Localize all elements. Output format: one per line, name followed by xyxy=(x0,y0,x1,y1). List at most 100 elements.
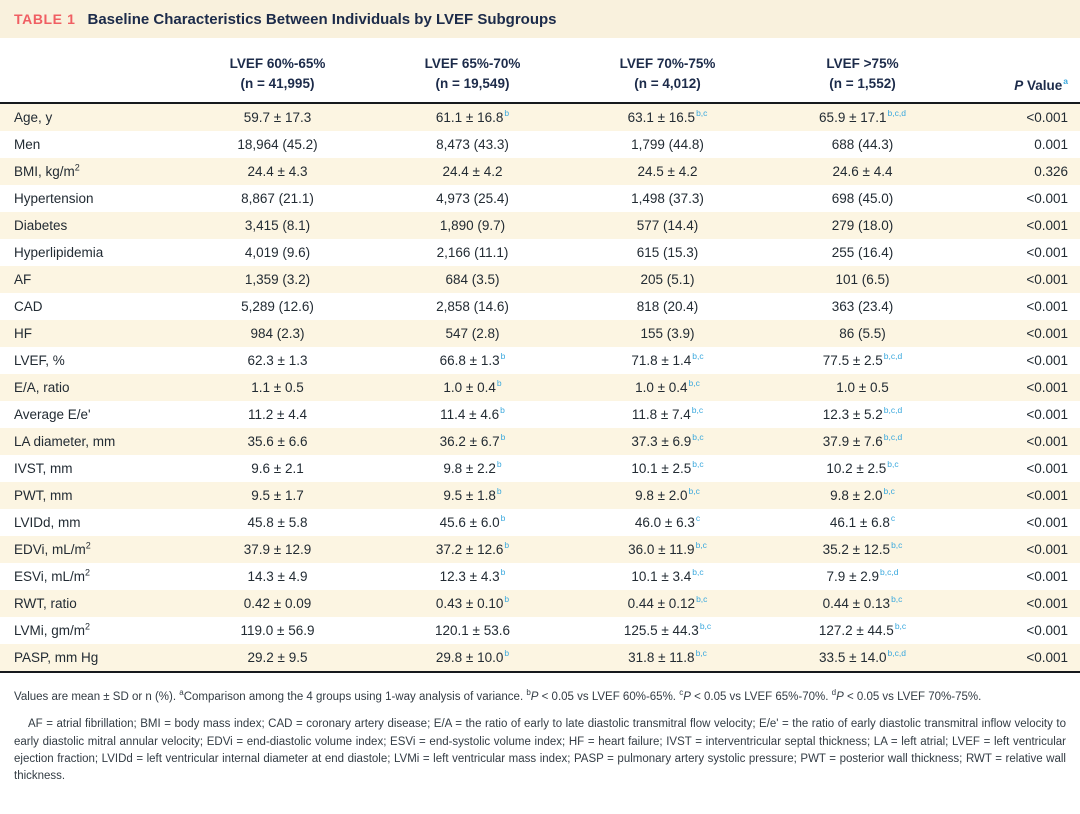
value-cell: 12.3 ± 4.3b xyxy=(439,566,506,585)
p-value-cell: <0.001 xyxy=(1026,326,1068,342)
p-value-cell: 0.326 xyxy=(1034,164,1068,180)
row-label: RWT, ratio xyxy=(14,596,77,612)
table-row: RWT, ratio 0.42 ± 0.09 0.43 ± 0.10b 0.44 ± … xyxy=(0,590,1080,618)
value-cell: 29.8 ± 10.0b xyxy=(435,647,510,666)
value-cell: 698 (45.0) xyxy=(831,191,894,207)
row-label: Average E/e' xyxy=(14,407,91,423)
value-cell: 77.5 ± 2.5b,c,d xyxy=(822,350,903,369)
table-row: LVEF, % 62.3 ± 1.3 66.8 ± 1.3b 71.8 ± 1.4b,… xyxy=(0,347,1080,375)
value-cell: 5,289 (12.6) xyxy=(241,299,314,315)
row-label: BMI, kg/m2 xyxy=(14,162,80,180)
value-cell: 18,964 (45.2) xyxy=(237,137,318,153)
table-1-panel: TABLE 1 Baseline Characteristics Between… xyxy=(0,0,1080,783)
value-cell: 8,473 (43.3) xyxy=(436,137,509,153)
value-cell: 818 (20.4) xyxy=(636,299,699,315)
value-cell: 0.42 ± 0.09 xyxy=(243,596,312,612)
p-value-cell: <0.001 xyxy=(1026,353,1068,369)
significance-superscript: b,c xyxy=(883,485,895,496)
p-value-cell: <0.001 xyxy=(1026,596,1068,612)
unit-superscript: 2 xyxy=(85,540,91,551)
table-row: LVIDd, mm 45.8 ± 5.8 45.6 ± 6.0b 46.0 ± 6.3… xyxy=(0,509,1080,537)
table-row: Average E/e' 11.2 ± 4.4 11.4 ± 4.6b 11.8 ± … xyxy=(0,401,1080,429)
value-cell: 36.0 ± 11.9b,c xyxy=(628,539,707,558)
value-cell: 66.8 ± 1.3b xyxy=(439,350,506,369)
significance-superscript: b xyxy=(500,512,506,523)
value-cell: 9.5 ± 1.8b xyxy=(443,485,502,504)
p-value-cell: <0.001 xyxy=(1026,650,1068,666)
significance-superscript: b xyxy=(500,350,506,361)
value-cell: 37.9 ± 7.6b,c,d xyxy=(822,431,903,450)
value-cell: 1,498 (37.3) xyxy=(631,191,704,207)
significance-superscript: c xyxy=(890,512,896,523)
value-cell: 1.0 ± 0.5 xyxy=(836,380,889,396)
significance-superscript: b xyxy=(504,107,510,118)
value-cell: 363 (23.4) xyxy=(831,299,894,315)
row-label: EDVi, mL/m2 xyxy=(14,540,91,558)
value-cell: 0.44 ± 0.13b,c xyxy=(822,593,903,612)
significance-superscript: b,c,d xyxy=(883,431,903,442)
value-cell: 63.1 ± 16.5b,c xyxy=(627,107,708,126)
value-cell: 2,166 (11.1) xyxy=(436,245,509,261)
p-value-cell: <0.001 xyxy=(1026,245,1068,261)
p-value-cell: <0.001 xyxy=(1026,191,1068,207)
significance-superscript: b,c xyxy=(692,566,704,577)
significance-superscript: b xyxy=(496,485,502,496)
value-cell: 59.7 ± 17.3 xyxy=(243,110,312,126)
table-row: PWT, mm 9.5 ± 1.7 9.5 ± 1.8b 9.8 ± 2.0b,c 9.… xyxy=(0,482,1080,510)
value-cell: 10.1 ± 2.5b,c xyxy=(631,458,704,477)
value-cell: 46.0 ± 6.3c xyxy=(634,512,701,531)
row-label: Hypertension xyxy=(14,191,94,207)
p-value-cell: <0.001 xyxy=(1026,299,1068,315)
significance-superscript: b xyxy=(496,377,502,388)
row-label: E/A, ratio xyxy=(14,380,70,396)
value-cell: 33.5 ± 14.0b,c,d xyxy=(819,647,906,666)
significance-superscript: b,c xyxy=(696,107,708,118)
p-value-cell: <0.001 xyxy=(1026,380,1068,396)
value-cell: 1.0 ± 0.4b,c xyxy=(635,377,700,396)
significance-superscript: b,c xyxy=(696,593,708,604)
significance-superscript: b,c xyxy=(891,539,903,550)
footnote-abbreviations: AF = atrial fibrillation; BMI = body mas… xyxy=(14,718,1066,783)
column-header-line2: (n = 1,552) xyxy=(829,75,896,91)
footnote-superscript: c xyxy=(679,688,684,698)
row-label: LVIDd, mm xyxy=(14,515,81,531)
value-cell: 14.3 ± 4.9 xyxy=(247,569,308,585)
significance-superscript: b,c xyxy=(887,458,899,469)
value-cell: 86 (5.5) xyxy=(839,326,886,342)
table-row: LVMi, gm/m2 119.0 ± 56.9 120.1 ± 53.6 125.5… xyxy=(0,617,1080,645)
value-cell: 35.2 ± 12.5b,c xyxy=(822,539,903,558)
footnote-italic-p: P xyxy=(530,691,539,704)
column-header-lvef-60-65: LVEF 60%-65% (n = 41,995) xyxy=(180,54,375,93)
p-value-cell: <0.001 xyxy=(1026,434,1068,450)
significance-superscript: b,c,d xyxy=(887,107,906,118)
significance-superscript: b,c xyxy=(695,647,707,658)
p-text: Value xyxy=(1023,78,1063,94)
row-label: CAD xyxy=(14,299,43,315)
value-cell: 29.2 ± 9.5 xyxy=(247,650,308,666)
value-cell: 8,867 (21.1) xyxy=(241,191,314,207)
value-cell: 9.5 ± 1.7 xyxy=(251,488,304,504)
column-header-line2: (n = 4,012) xyxy=(634,75,701,91)
row-label: LVMi, gm/m2 xyxy=(14,621,91,639)
table-row: Age, y 59.7 ± 17.3 61.1 ± 16.8b 63.1 ± 16.5… xyxy=(0,104,1080,132)
row-label: Diabetes xyxy=(14,218,68,234)
table-title-bar: TABLE 1 Baseline Characteristics Between… xyxy=(0,0,1080,38)
table-row: IVST, mm 9.6 ± 2.1 9.8 ± 2.2b 10.1 ± 2.5b,c… xyxy=(0,455,1080,483)
row-label: LA diameter, mm xyxy=(14,434,116,450)
value-cell: 65.9 ± 17.1b,c,d xyxy=(819,107,906,126)
table-row: ESVi, mL/m2 14.3 ± 4.9 12.3 ± 4.3b 10.1 ± 3… xyxy=(0,563,1080,591)
p-italic: P xyxy=(1014,78,1024,94)
value-cell: 615 (15.3) xyxy=(636,245,699,261)
significance-superscript: b xyxy=(500,431,506,442)
value-cell: 61.1 ± 16.8b xyxy=(435,107,510,126)
value-cell: 10.1 ± 3.4b,c xyxy=(631,566,704,585)
p-value-cell: <0.001 xyxy=(1026,515,1068,531)
significance-superscript: b,c,d xyxy=(887,647,906,658)
value-cell: 1,890 (9.7) xyxy=(439,218,506,234)
row-label: IVST, mm xyxy=(14,461,73,477)
significance-superscript: b xyxy=(504,647,510,658)
value-cell: 127.2 ± 44.5b,c xyxy=(818,620,907,639)
footnote-superscript: a xyxy=(179,688,184,698)
row-label: Men xyxy=(14,137,41,153)
value-cell: 7.9 ± 2.9b,c,d xyxy=(826,566,899,585)
